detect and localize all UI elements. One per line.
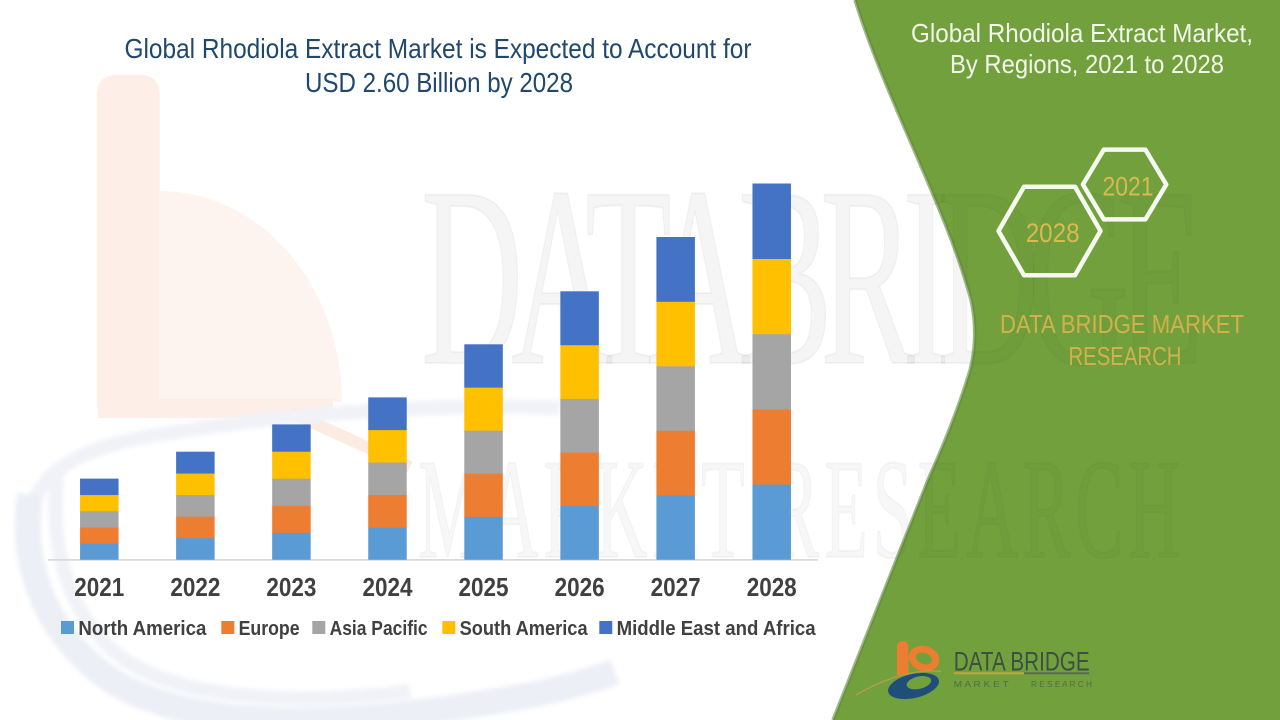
svg-text:Asia Pacific: Asia Pacific [330,618,428,640]
svg-text:DATA BRIDGE MARKET: DATA BRIDGE MARKET [1000,309,1244,339]
svg-text:DATA BRIDGE: DATA BRIDGE [954,646,1090,676]
svg-text:Global Rhodiola Extract Market: Global Rhodiola Extract Market, [911,18,1253,48]
svg-text:2023: 2023 [266,572,316,602]
svg-text:2028: 2028 [747,572,797,602]
svg-text:MARKET RESEARCH: MARKET RESEARCH [418,431,1185,589]
svg-text:2022: 2022 [170,572,220,602]
svg-text:DATABRIDGE: DATABRIDGE [421,134,1197,419]
svg-text:2028: 2028 [1026,218,1080,248]
svg-text:2026: 2026 [555,572,605,602]
svg-text:Middle East and Africa: Middle East and Africa [617,618,817,640]
svg-text:By Regions, 2021 to 2028: By Regions, 2021 to 2028 [950,49,1224,79]
svg-text:2021: 2021 [1103,172,1154,202]
svg-text:2025: 2025 [459,572,509,602]
svg-text:2021: 2021 [74,572,124,602]
svg-text:Global Rhodiola Extract Market: Global Rhodiola Extract Market is Expect… [125,33,752,64]
svg-text:USD 2.60 Billion by 2028: USD 2.60 Billion by 2028 [305,67,573,98]
svg-text:R E S E A R C H: R E S E A R C H [1031,680,1092,689]
svg-text:RESEARCH: RESEARCH [1069,341,1182,371]
svg-text:M A R K E T: M A R K E T [954,680,1009,689]
svg-text:North America: North America [78,618,207,640]
svg-text:2027: 2027 [651,572,701,602]
svg-text:South America: South America [460,618,589,640]
svg-text:2024: 2024 [363,572,413,602]
svg-text:Europe: Europe [239,618,300,640]
